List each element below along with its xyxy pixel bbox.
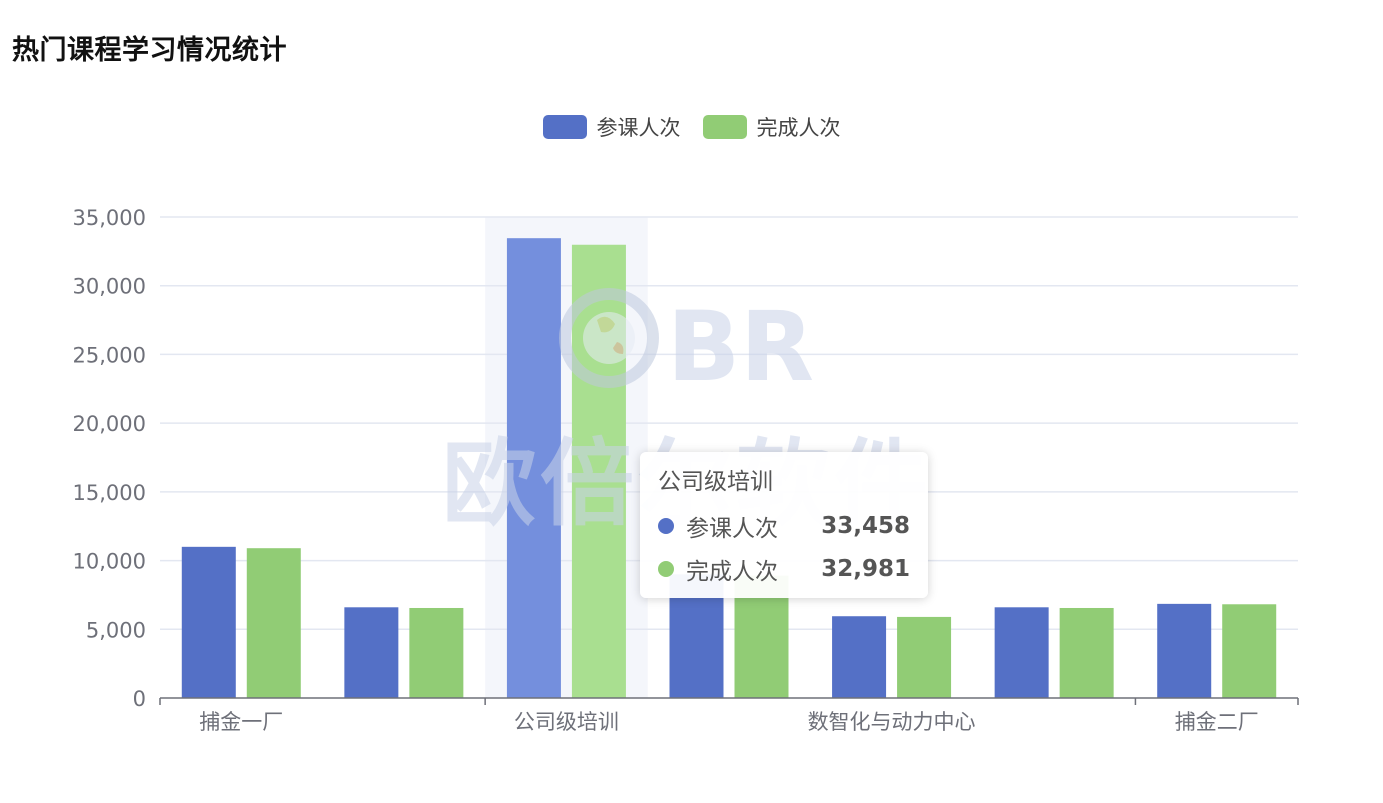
chart-tooltip: 公司级培训 参课人次 33,458 完成人次 32,981 <box>640 452 928 598</box>
tooltip-title: 公司级培训 <box>658 469 773 495</box>
page-title: 热门课程学习情况统计 <box>12 35 287 66</box>
bar <box>409 607 464 698</box>
bar <box>181 546 236 698</box>
bar <box>832 616 887 698</box>
tooltip-dot-complete <box>658 560 674 577</box>
y-tick-label: 5,000 <box>86 618 146 642</box>
bar <box>571 244 626 698</box>
legend-item-attend[interactable]: 参课人次 <box>542 112 681 142</box>
tooltip-row-complete: 完成人次 32,981 <box>658 547 910 590</box>
bar <box>1059 607 1114 698</box>
tooltip-name-attend: 参课人次 <box>686 515 778 542</box>
legend-label-complete: 完成人次 <box>756 116 841 140</box>
chart-legend: 参课人次 完成人次 <box>0 112 1383 142</box>
x-tick-label: 捕金一厂 <box>199 710 283 734</box>
bar <box>246 548 301 698</box>
bar <box>1157 603 1212 698</box>
x-tick-label: 捕金二厂 <box>1175 710 1259 734</box>
y-tick-label: 30,000 <box>73 275 146 299</box>
bar <box>506 238 561 699</box>
legend-label-attend: 参课人次 <box>596 116 681 140</box>
y-tick-label: 35,000 <box>73 206 146 230</box>
y-tick-label: 10,000 <box>73 550 146 574</box>
tooltip-row-attend: 参课人次 33,458 <box>658 504 910 547</box>
bar <box>1222 604 1277 698</box>
x-tick-label: 公司级培训 <box>514 710 619 734</box>
tooltip-value-complete: 32,981 <box>821 555 910 582</box>
legend-item-complete[interactable]: 完成人次 <box>702 112 841 142</box>
tooltip-name-complete: 完成人次 <box>686 558 778 585</box>
y-tick-label: 0 <box>133 687 146 711</box>
y-tick-label: 15,000 <box>73 481 146 505</box>
y-tick-label: 25,000 <box>73 343 146 367</box>
bar <box>897 616 952 698</box>
bar <box>994 607 1049 698</box>
tooltip-dot-attend <box>658 517 674 534</box>
x-tick-label: 数智化与动力中心 <box>808 710 976 734</box>
y-tick-label: 20,000 <box>73 412 146 436</box>
tooltip-value-attend: 33,458 <box>821 512 910 539</box>
legend-swatch-complete <box>702 115 747 139</box>
bar <box>344 607 399 698</box>
legend-swatch-attend <box>542 115 587 139</box>
